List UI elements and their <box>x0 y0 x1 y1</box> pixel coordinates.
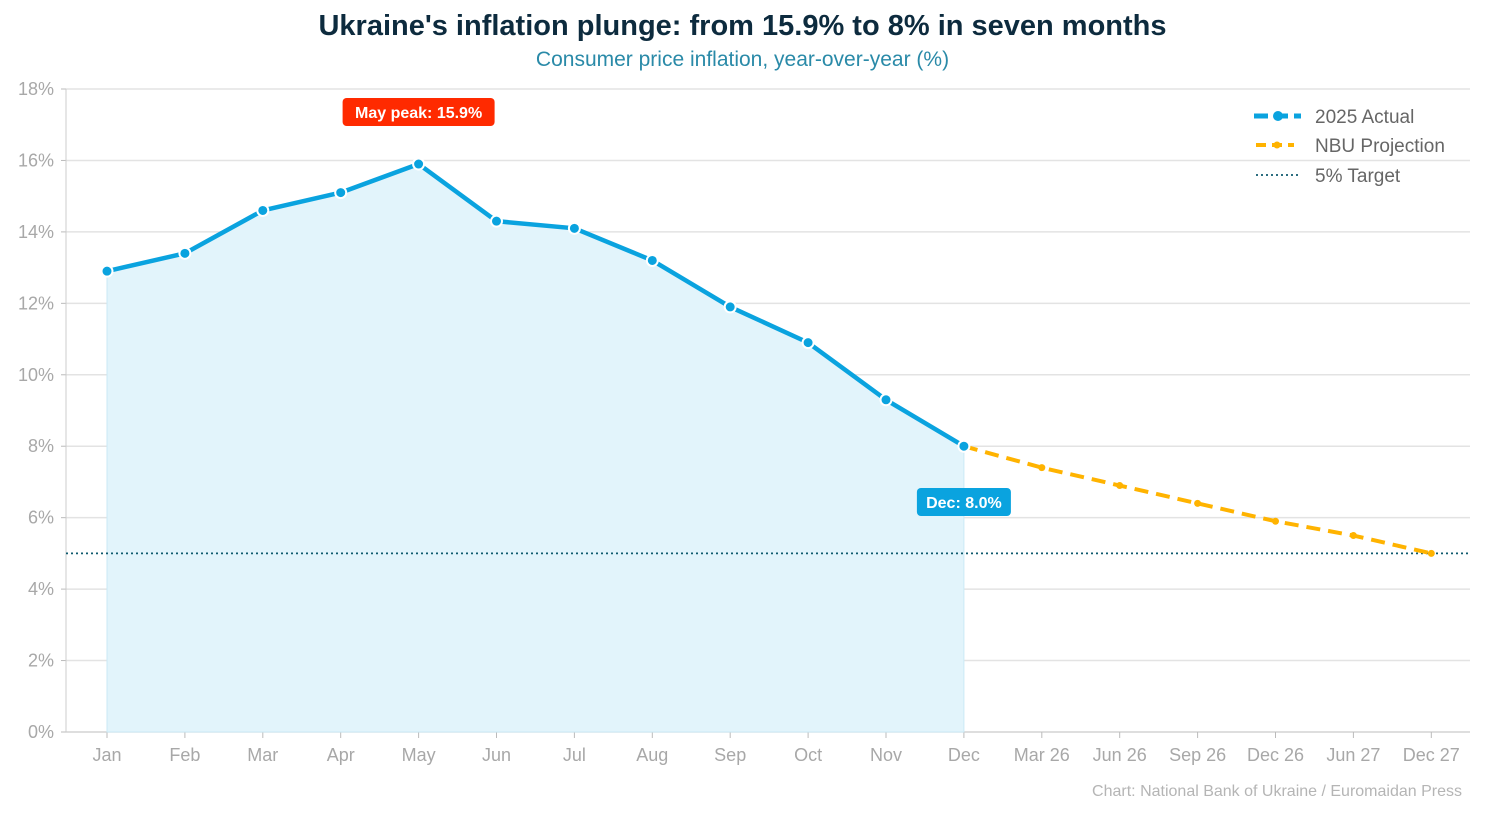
actual-point <box>723 300 737 314</box>
x-tick-label: Sep 26 <box>1169 745 1226 765</box>
annotation-label: Dec: 8.0% <box>926 495 1002 512</box>
y-tick-label: 14% <box>18 222 54 242</box>
actual-point <box>801 336 815 350</box>
legend-projection-marker <box>1273 141 1281 149</box>
x-tick-label: Feb <box>169 745 200 765</box>
y-tick-label: 16% <box>18 150 54 170</box>
projection-point <box>1116 482 1124 490</box>
x-tick-label: Dec <box>948 745 980 765</box>
annotation-box <box>916 488 1011 516</box>
annotation-label: May peak: 15.9% <box>355 105 482 122</box>
x-tick-label: Jan <box>92 745 121 765</box>
actual-point <box>178 246 192 260</box>
projection-point <box>1349 532 1357 540</box>
legend-label: 5% Target <box>1315 166 1401 187</box>
projection-point <box>1427 549 1435 557</box>
x-tick-label: Apr <box>327 745 355 765</box>
y-tick-label: 6% <box>28 508 54 528</box>
chart-source: Chart: National Bank of Ukraine / Euroma… <box>1092 783 1462 800</box>
chart-title: Ukraine's inflation plunge: from 15.9% t… <box>318 10 1167 42</box>
legend-label: NBU Projection <box>1315 136 1445 157</box>
x-tick-label: Jun 27 <box>1326 745 1380 765</box>
actual-point <box>879 393 893 407</box>
x-tick-label: Dec 27 <box>1403 745 1460 765</box>
x-tick-label: Dec 26 <box>1247 745 1304 765</box>
actual-point <box>567 221 581 235</box>
x-tick-label: Jun 26 <box>1093 745 1147 765</box>
y-tick-label: 12% <box>18 293 54 313</box>
x-tick-label: Oct <box>794 745 822 765</box>
projection-point <box>1194 499 1202 507</box>
chart-subtitle: Consumer price inflation, year-over-year… <box>535 48 950 71</box>
x-tick-label: Nov <box>870 745 902 765</box>
legend-label: 2025 Actual <box>1315 107 1414 128</box>
x-tick-label: May <box>402 745 436 765</box>
actual-point <box>256 203 270 217</box>
x-tick-label: Mar <box>247 745 278 765</box>
actual-point <box>100 264 114 278</box>
y-tick-label: 0% <box>28 722 54 742</box>
x-tick-label: Aug <box>636 745 668 765</box>
projection-line <box>963 444 1432 556</box>
x-tick-label: Mar 26 <box>1014 745 1070 765</box>
actual-line <box>106 161 966 449</box>
projection-point <box>1272 517 1279 525</box>
actual-point <box>957 439 971 453</box>
y-tick-label: 8% <box>28 436 54 456</box>
actual-point <box>645 253 659 267</box>
x-tick-label: Jun <box>482 745 511 765</box>
projection-point <box>1038 464 1046 472</box>
actual-point <box>490 214 503 228</box>
annotation-box <box>342 98 495 126</box>
x-tick-label: Jul <box>563 745 586 765</box>
y-tick-label: 10% <box>18 365 54 385</box>
x-tick-label: Sep <box>714 745 746 765</box>
actual-point <box>412 157 426 171</box>
y-tick-label: 2% <box>28 651 54 671</box>
actual-point <box>334 186 348 200</box>
y-tick-label: 4% <box>28 579 54 599</box>
y-tick-label: 18% <box>18 79 54 99</box>
actual-area <box>106 163 965 733</box>
legend-actual-marker <box>1273 111 1283 121</box>
